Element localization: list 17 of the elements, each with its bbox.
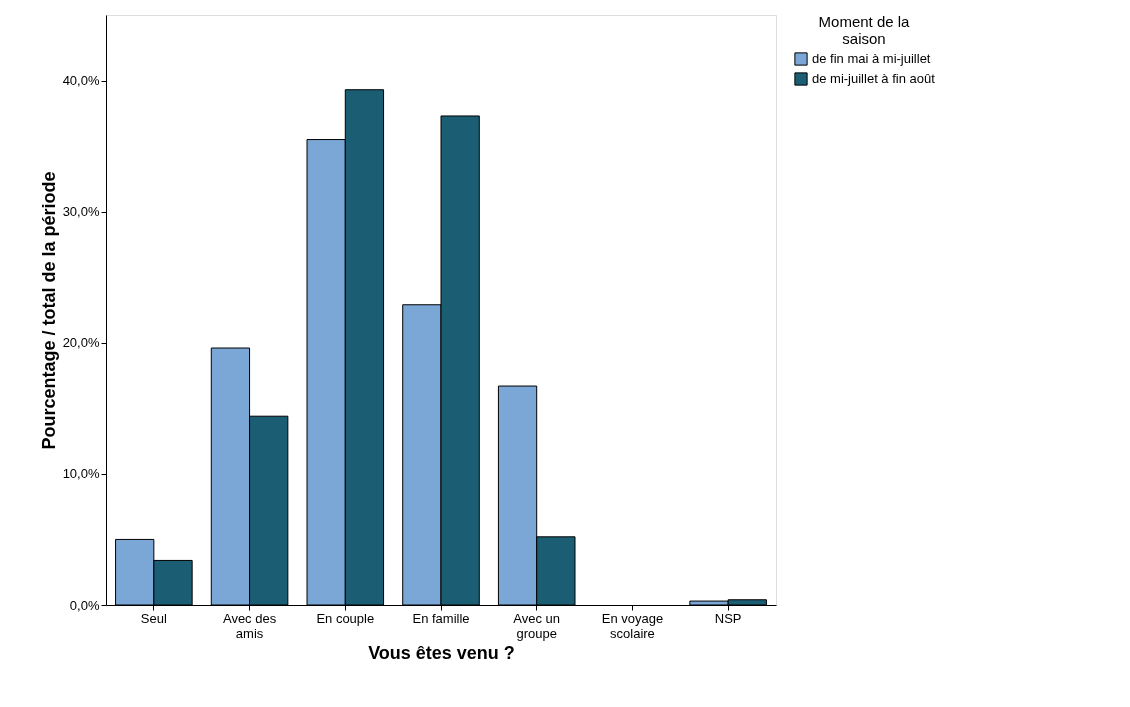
y-axis-title: Pourcentage / total de la période (38, 171, 59, 450)
y-tick-label: 30,0% (62, 204, 100, 220)
x-tick-label: Avec un groupe (513, 610, 561, 641)
x-tick-label: En famille (412, 610, 470, 626)
y-tick-label: 10,0% (62, 466, 100, 482)
x-tick-label: En couple (316, 610, 375, 626)
x-tick-label: Avec des amis (222, 610, 277, 641)
y-tick-label: 20,0% (62, 335, 100, 351)
x-axis-title: Vous êtes venu ? (368, 642, 515, 663)
x-tick-label: Seul (140, 610, 167, 626)
legend-title: Moment de la saison (818, 13, 911, 47)
x-tick-label: NSP (714, 610, 742, 626)
y-tick-label: 40,0% (62, 73, 100, 89)
x-tick-label: En voyage scolaire (601, 610, 664, 641)
legend-label: de fin mai à mi-juillet (812, 51, 931, 66)
legend-label: de mi-juillet à fin août (812, 71, 936, 86)
y-tick-label: 0,0% (69, 597, 100, 613)
